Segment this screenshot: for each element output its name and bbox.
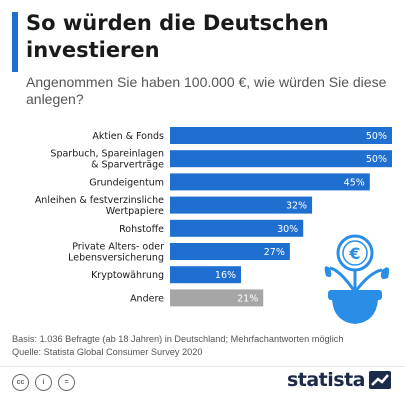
page-title: So würden die Deutschen investieren [26, 11, 329, 62]
bar [170, 289, 264, 307]
money-plant-euro-coin-icon: € [324, 234, 390, 324]
bar [170, 243, 290, 260]
bar-value-label: 50% [366, 154, 387, 165]
bar-value-label: 21% [237, 293, 258, 304]
statista-logo-icon [369, 371, 391, 389]
svg-text:€: € [348, 244, 360, 263]
brand-name: statista [286, 369, 366, 391]
license-icons: cc i = [12, 374, 75, 391]
bar-value-label: 16% [215, 270, 236, 281]
category-label: Grundeigentum [89, 177, 164, 188]
title-accent-bar [12, 12, 18, 72]
page-subtitle: Angenommen Sie haben 100.000 €, wie würd… [26, 74, 387, 107]
source-basis: Basis: 1.036 Befragte (ab 18 Jahren) in … [12, 334, 344, 344]
category-label: Kryptowährung [91, 270, 164, 281]
category-label: & Sparverträge [91, 160, 164, 171]
category-label: Private Alters- oder [72, 242, 164, 253]
footer-divider [0, 366, 405, 367]
category-label: Andere [130, 293, 164, 304]
cc-icon[interactable]: cc [12, 374, 29, 391]
bar [170, 266, 242, 284]
bar [170, 196, 313, 214]
bar-value-label: 45% [344, 177, 365, 188]
bar [170, 219, 304, 237]
category-label: Sparbuch, Spareinlagen [50, 149, 164, 160]
no-derivatives-icon[interactable]: = [58, 374, 75, 391]
bar-value-label: 27% [264, 247, 285, 258]
brand-logo[interactable]: statista [287, 369, 391, 391]
attribution-icon[interactable]: i [35, 374, 52, 391]
category-label: Rohstoffe [119, 224, 164, 235]
category-label: Wertpapiere [106, 206, 164, 217]
bar [170, 127, 392, 144]
bars-layer: 50% Aktien & Fonds 50% Sparbuch, Spareinlag… [35, 127, 392, 307]
bar-value-label: 32% [286, 201, 307, 212]
source-origin: Quelle: Statista Global Consumer Survey … [12, 347, 203, 357]
bar-value-label: 30% [277, 224, 298, 235]
category-label: Aktien & Fonds [92, 131, 164, 142]
bar [170, 150, 392, 168]
category-label: Anleihen & festverzinsliche [35, 195, 164, 206]
bar-value-label: 50% [366, 131, 387, 142]
source-note: Basis: 1.036 Befragte (ab 18 Jahren) in … [12, 333, 397, 359]
category-label: Lebensversicherung [68, 253, 164, 264]
bar [170, 173, 370, 191]
